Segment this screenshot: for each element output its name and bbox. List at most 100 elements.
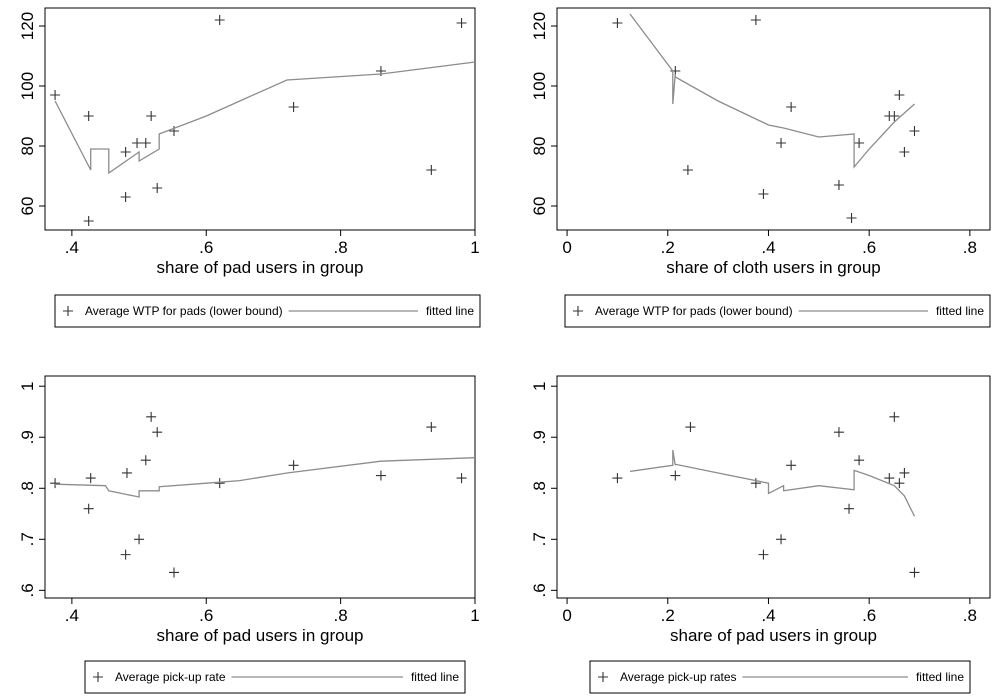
y-tick-label: 80 <box>18 137 37 156</box>
legend-label: Average pick-up rates <box>620 670 737 684</box>
x-tick-label: .8 <box>963 238 977 257</box>
data-point <box>899 147 910 157</box>
x-axis-label: share of pad users in group <box>670 626 877 645</box>
legend-label: fitted line <box>936 304 984 318</box>
y-tick-label: 100 <box>530 72 549 100</box>
legend-marker-icon <box>63 306 73 316</box>
legend: Average WTP for pads (lower bound) fitted… <box>54 294 481 328</box>
y-tick-label: 120 <box>530 12 549 40</box>
data-point <box>846 213 857 223</box>
x-tick-label: 0 <box>562 238 571 257</box>
plot-frame <box>556 375 991 599</box>
data-point <box>776 534 787 545</box>
x-tick-label: 1 <box>470 606 479 625</box>
data-point <box>776 138 787 148</box>
legend-marker-icon <box>598 672 608 682</box>
legend-marker-icon <box>93 672 103 682</box>
x-tick-label: .6 <box>199 238 213 257</box>
x-tick-label: .6 <box>862 238 876 257</box>
plot-frame <box>556 7 991 231</box>
legend-label: Average pick-up rate <box>115 670 226 684</box>
x-tick-label: .2 <box>661 238 675 257</box>
data-point <box>786 460 797 471</box>
data-point <box>682 165 693 175</box>
x-tick-label: 1 <box>470 238 479 257</box>
data-point <box>83 111 94 121</box>
legend: Average WTP for pads (lower bound) fitted… <box>564 294 991 328</box>
y-tick-label: .7 <box>530 532 549 546</box>
x-tick-label: .4 <box>761 606 775 625</box>
data-point <box>612 473 623 484</box>
data-point <box>854 455 865 466</box>
data-point <box>889 111 900 121</box>
data-point <box>169 567 179 578</box>
data-point <box>120 147 131 157</box>
data-point <box>288 102 299 112</box>
data-point <box>288 460 299 471</box>
y-tick-label: 1 <box>530 381 549 390</box>
panel-4: .6 .7 .8 .9 1 0 .2 .4 .6 .8 share of pad users in … <box>530 375 991 694</box>
x-axis-label: share of cloth users in group <box>666 258 881 277</box>
plot-frame <box>44 375 476 599</box>
data-point <box>214 15 225 25</box>
legend-marker-icon <box>573 306 583 316</box>
x-tick-label: .4 <box>761 238 775 257</box>
fitted-line <box>629 449 916 517</box>
data-point <box>786 102 797 112</box>
x-tick-label: .8 <box>334 238 348 257</box>
data-point <box>909 126 920 136</box>
data-point <box>758 189 769 199</box>
y-tick-label: .6 <box>530 583 549 597</box>
data-point <box>375 470 386 481</box>
data-point <box>140 455 151 466</box>
data-point <box>214 478 225 489</box>
data-point <box>426 165 437 175</box>
data-point <box>134 534 145 545</box>
fitted-line <box>54 61 476 175</box>
panel-3: .6 .7 .8 .9 1 .4 .6 .8 1 share of pad users in gr… <box>18 375 480 694</box>
x-tick-label: .2 <box>661 606 675 625</box>
y-tick-label: .7 <box>18 532 37 546</box>
data-point <box>140 138 151 148</box>
panel-1: 60 80 100 120 .4 .6 .8 1 share of pad users in g… <box>18 7 481 328</box>
legend-label: fitted line <box>916 670 964 684</box>
x-axis-label: share of pad users in group <box>157 258 364 277</box>
data-point <box>83 216 94 226</box>
data-point <box>456 473 467 484</box>
data-point <box>833 427 844 438</box>
y-tick-label: .8 <box>18 481 37 495</box>
fitted-line <box>629 13 915 169</box>
x-tick-label: .8 <box>334 606 348 625</box>
x-tick-label: .8 <box>963 606 977 625</box>
data-point <box>456 18 467 28</box>
data-point <box>894 478 905 489</box>
data-point <box>909 567 920 578</box>
data-point <box>120 192 131 202</box>
data-point <box>750 15 761 25</box>
y-tick-label: .9 <box>18 430 37 444</box>
data-point <box>844 503 855 514</box>
y-tick-label: 60 <box>530 197 549 216</box>
data-point <box>146 111 157 121</box>
fitted-line <box>55 457 476 498</box>
x-tick-label: .6 <box>199 606 213 625</box>
data-point <box>152 183 163 193</box>
data-point <box>426 422 437 433</box>
data-point <box>854 138 865 148</box>
data-point <box>50 90 61 100</box>
data-point <box>146 411 157 422</box>
y-tick-label: .9 <box>530 430 549 444</box>
data-point <box>85 473 96 484</box>
plot-frame <box>44 7 476 231</box>
data-point <box>899 467 910 478</box>
y-tick-label: .8 <box>530 481 549 495</box>
legend-label: fitted line <box>426 304 474 318</box>
x-tick-label: 0 <box>562 606 571 625</box>
data-point <box>120 549 131 560</box>
legend-label: fitted line <box>411 670 459 684</box>
y-tick-label: 80 <box>530 137 549 156</box>
data-point <box>50 478 61 489</box>
y-tick-label: 1 <box>18 381 37 390</box>
x-axis-label: share of pad users in group <box>157 626 364 645</box>
data-point <box>758 549 769 560</box>
